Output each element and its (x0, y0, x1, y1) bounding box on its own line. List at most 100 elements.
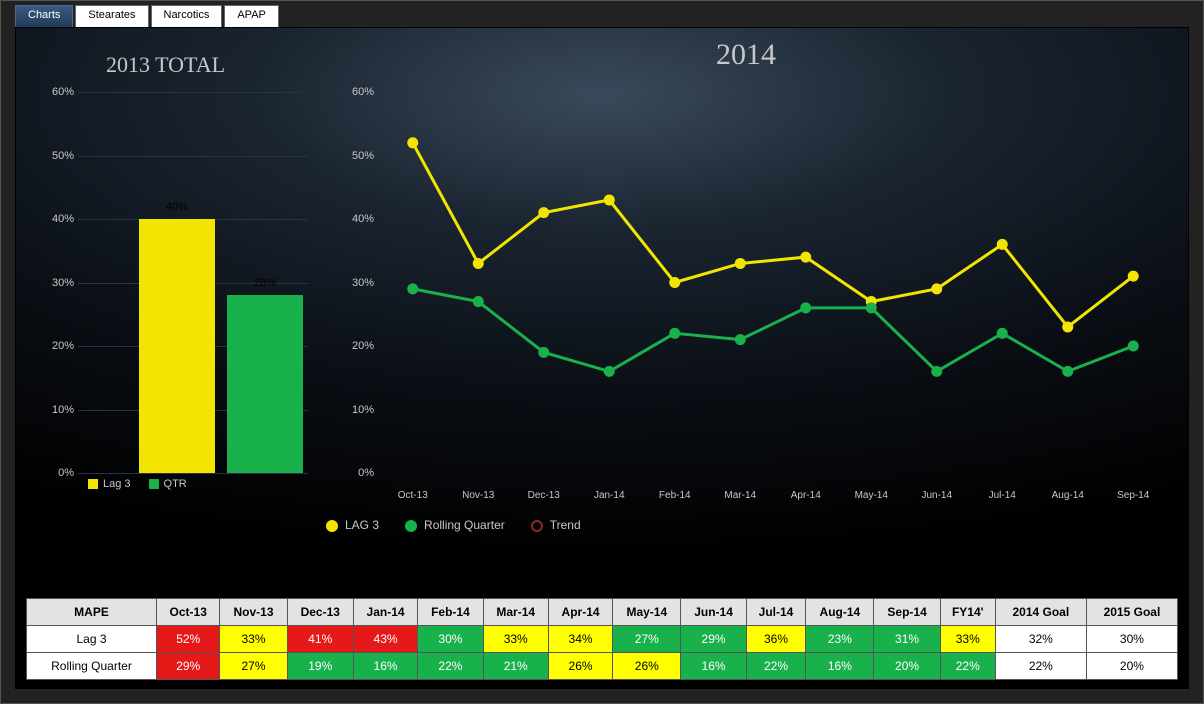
line-chart: 0%10%20%30%40%50%60%Oct-13Nov-13Dec-13Ja… (336, 88, 1176, 501)
series-marker (408, 138, 418, 148)
table-row-header: Lag 3 (27, 626, 157, 653)
line-x-tick: Mar-14 (724, 490, 756, 501)
table-cell: 30% (418, 626, 483, 653)
dashboard-panel: 2013 TOTAL 2014 40%28% 0%10%20%30%40%50%… (15, 27, 1189, 689)
tab-apap[interactable]: APAP (224, 5, 279, 27)
line-chart-title: 2014 (716, 38, 776, 72)
line-x-tick: May-14 (855, 490, 888, 501)
series-line (413, 143, 1134, 327)
table-cell: 30% (1086, 626, 1177, 653)
table-col-header: May-14 (613, 599, 681, 626)
table-cell: 33% (483, 626, 548, 653)
series-marker (408, 284, 418, 294)
table-col-header: Sep-14 (874, 599, 940, 626)
line-legend-item: Rolling Quarter (405, 518, 505, 532)
line-legend-item: Trend (531, 518, 581, 532)
table-col-header: Jul-14 (746, 599, 806, 626)
table-col-header: Dec-13 (287, 599, 353, 626)
line-x-tick: Nov-13 (462, 490, 494, 501)
bar-legend-item: QTR (149, 478, 187, 490)
table-cell: 22% (995, 653, 1086, 680)
table-corner: MAPE (27, 599, 157, 626)
line-x-tick: Jul-14 (989, 490, 1016, 501)
dashboard-frame: ChartsStearatesNarcoticsAPAP 2013 TOTAL … (0, 0, 1204, 704)
line-legend-item: LAG 3 (326, 518, 379, 532)
table-cell: 23% (806, 626, 874, 653)
table-col-header: 2015 Goal (1086, 599, 1177, 626)
table-cell: 43% (353, 626, 417, 653)
table-col-header: Jan-14 (353, 599, 417, 626)
series-marker (670, 328, 680, 338)
bar-y-tick: 50% (36, 150, 74, 162)
bar-chart-title: 2013 TOTAL (106, 52, 225, 78)
series-marker (1063, 366, 1073, 376)
bar-lag-3: 40% (139, 219, 215, 473)
series-marker (997, 239, 1007, 249)
table-cell: 16% (806, 653, 874, 680)
table-cell: 33% (220, 626, 287, 653)
bar-y-tick: 60% (36, 86, 74, 98)
table-cell: 31% (874, 626, 940, 653)
table-cell: 52% (157, 626, 220, 653)
table-col-header: Nov-13 (220, 599, 287, 626)
series-marker (735, 335, 745, 345)
table-col-header: Oct-13 (157, 599, 220, 626)
bar-legend-item: Lag 3 (88, 478, 131, 490)
line-x-tick: Sep-14 (1117, 490, 1149, 501)
series-marker (604, 366, 614, 376)
series-marker (539, 208, 549, 218)
series-marker (604, 195, 614, 205)
series-marker (1128, 271, 1138, 281)
bar-y-tick: 40% (36, 213, 74, 225)
line-x-tick: Oct-13 (398, 490, 428, 501)
line-y-tick: 40% (336, 213, 374, 225)
line-x-tick: Aug-14 (1052, 490, 1084, 501)
series-marker (539, 347, 549, 357)
bar-y-tick: 20% (36, 340, 74, 352)
bar-value-label: 28% (227, 277, 303, 289)
table-col-header: Mar-14 (483, 599, 548, 626)
mape-table: MAPEOct-13Nov-13Dec-13Jan-14Feb-14Mar-14… (26, 598, 1178, 680)
line-x-tick: Apr-14 (791, 490, 821, 501)
series-marker (801, 303, 811, 313)
table-cell: 26% (613, 653, 681, 680)
line-y-tick: 10% (336, 404, 374, 416)
tab-charts[interactable]: Charts (15, 5, 73, 27)
series-marker (866, 303, 876, 313)
table-cell: 20% (1086, 653, 1177, 680)
line-y-tick: 20% (336, 340, 374, 352)
series-marker (1128, 341, 1138, 351)
bar-chart: 40%28% 0%10%20%30%40%50%60% (36, 88, 316, 501)
line-chart-legend: LAG 3 Rolling Quarter Trend (326, 518, 581, 532)
series-marker (670, 278, 680, 288)
line-x-tick: Jun-14 (921, 490, 952, 501)
table-cell: 21% (483, 653, 548, 680)
table-cell: 26% (548, 653, 612, 680)
table-cell: 32% (995, 626, 1086, 653)
line-chart-svg (380, 92, 1166, 473)
table-cell: 16% (681, 653, 746, 680)
table-cell: 41% (287, 626, 353, 653)
table-cell: 19% (287, 653, 353, 680)
line-y-tick: 60% (336, 86, 374, 98)
bar-plot-area: 40% 28% (78, 92, 308, 473)
tab-narcotics[interactable]: Narcotics (151, 5, 223, 27)
tab-stearates[interactable]: Stearates (75, 5, 148, 27)
line-y-tick: 30% (336, 277, 374, 289)
table-cell: 29% (157, 653, 220, 680)
table-col-header: Feb-14 (418, 599, 483, 626)
line-plot-area (380, 92, 1166, 473)
table-cell: 20% (874, 653, 940, 680)
series-marker (932, 366, 942, 376)
series-marker (473, 297, 483, 307)
tab-bar: ChartsStearatesNarcoticsAPAP (15, 5, 281, 27)
line-x-tick: Jan-14 (594, 490, 625, 501)
table-cell: 27% (613, 626, 681, 653)
table-col-header: Apr-14 (548, 599, 612, 626)
bar-y-tick: 10% (36, 404, 74, 416)
table-cell: 22% (940, 653, 995, 680)
series-marker (997, 328, 1007, 338)
line-x-tick: Dec-13 (528, 490, 560, 501)
table-cell: 22% (746, 653, 806, 680)
bar-value-label: 40% (139, 201, 215, 213)
